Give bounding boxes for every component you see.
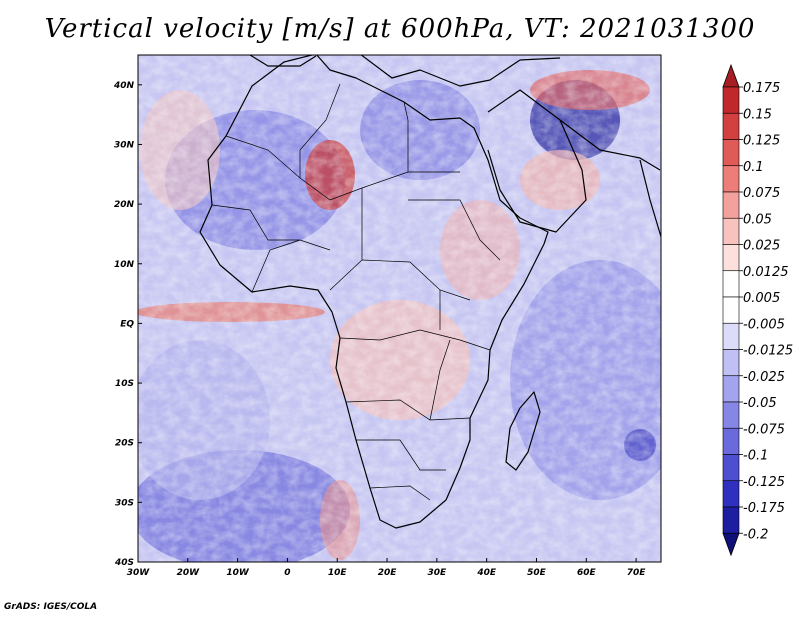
colorbar-label: 0.075: [743, 186, 780, 201]
iberia-coastline: [249, 55, 317, 67]
grads-credit: GrADS: IGES/COLA: [4, 602, 98, 612]
colorbar-label: -0.025: [743, 370, 785, 385]
colorbar-arrow-top: [722, 63, 740, 88]
velocity-field: [138, 55, 661, 562]
colorbar-segment: [722, 191, 740, 219]
x-tick-label: 10W: [226, 568, 250, 578]
colorbar-segment: [722, 244, 740, 272]
colorbar-label: -0.005: [743, 317, 785, 332]
x-axis: 30W 20W 10W 0 10E 20E 30E 40E 50E 60E 70E: [127, 558, 647, 578]
colorbar-segment: [722, 454, 740, 482]
colorbar-segment: [722, 427, 740, 455]
x-tick-label: 30E: [428, 568, 448, 578]
colorbar-segment: [722, 506, 740, 534]
colorbar-label: 0.025: [743, 239, 780, 254]
colorbar-arrow-bottom: [722, 532, 740, 557]
colorbar-label: 0.1: [743, 160, 764, 175]
colorbar-segment: [722, 112, 740, 140]
colorbar-segment: [722, 217, 740, 245]
madagascar-coastline: [505, 391, 541, 471]
y-axis: 40N 30N 20N 10N EQ 10S 20S 30S 40S: [113, 81, 142, 568]
india-coastline: [639, 159, 661, 239]
colorbar-label: -0.1: [743, 449, 768, 464]
colorbar-segment: [722, 139, 740, 167]
colorbar-label: 0.05: [743, 212, 772, 227]
colorbar-segment: [722, 165, 740, 193]
x-tick-label: 30W: [127, 568, 151, 578]
y-tick-label: EQ: [120, 319, 134, 329]
colorbar-segment: [722, 86, 740, 114]
colorbar-label: 0.175: [743, 81, 780, 96]
coastlines: [199, 55, 661, 529]
x-tick-label: 0: [284, 568, 290, 578]
italy-balkans-coastline: [360, 55, 561, 87]
x-tick-label: 20W: [177, 568, 201, 578]
colorbar-label: 0.125: [743, 134, 780, 149]
colorbar-label: -0.075: [743, 422, 785, 437]
colorbar-label: 0.005: [743, 291, 780, 306]
colorbar-segment: [722, 480, 740, 508]
colorbar-segment: [722, 401, 740, 429]
x-tick-label: 40E: [476, 568, 497, 578]
map-frame: [137, 54, 662, 563]
colorbar: 0.175 0.15 0.125 0.1 0.075 0.05 0.025 0.0125 0.0…: [722, 63, 793, 557]
africa-coastline: [199, 55, 549, 529]
y-tick-label: 20S: [115, 439, 134, 449]
colorbar-segment: [722, 375, 740, 403]
colorbar-segment: [722, 270, 740, 298]
colorbar-label: 0.15: [743, 107, 772, 122]
colorbar-label: -0.175: [743, 501, 785, 516]
y-tick-label: 20N: [114, 200, 135, 210]
arabia-coastline: [487, 89, 587, 233]
y-tick-label: 10S: [115, 379, 134, 389]
x-tick-label: 70E: [627, 568, 647, 578]
country-borders: [211, 83, 501, 501]
y-tick-label: 10N: [114, 260, 135, 270]
colorbar-label: 0.0125: [743, 265, 789, 280]
colorbar-label: -0.2: [743, 527, 768, 542]
colorbar-segment: [722, 296, 740, 324]
y-tick-label: 30S: [115, 498, 134, 508]
iran-pakistan-coastline: [559, 119, 661, 171]
colorbar-segment: [722, 349, 740, 377]
colorbar-label: -0.05: [743, 396, 777, 411]
colorbar-segment: [722, 322, 740, 350]
x-tick-label: 20E: [378, 568, 398, 578]
x-tick-label: 50E: [527, 568, 547, 578]
y-tick-label: 40N: [113, 81, 135, 91]
x-tick-label: 60E: [577, 568, 597, 578]
x-tick-label: 10E: [328, 568, 348, 578]
field-texture: [138, 55, 661, 562]
y-tick-label: 30N: [114, 140, 135, 150]
colorbar-label: -0.125: [743, 475, 785, 490]
colorbar-label: -0.0125: [743, 344, 793, 359]
y-tick-label: 40S: [114, 558, 134, 568]
chart-title: Vertical velocity [m/s] at 600hPa, VT: 2…: [44, 14, 756, 44]
